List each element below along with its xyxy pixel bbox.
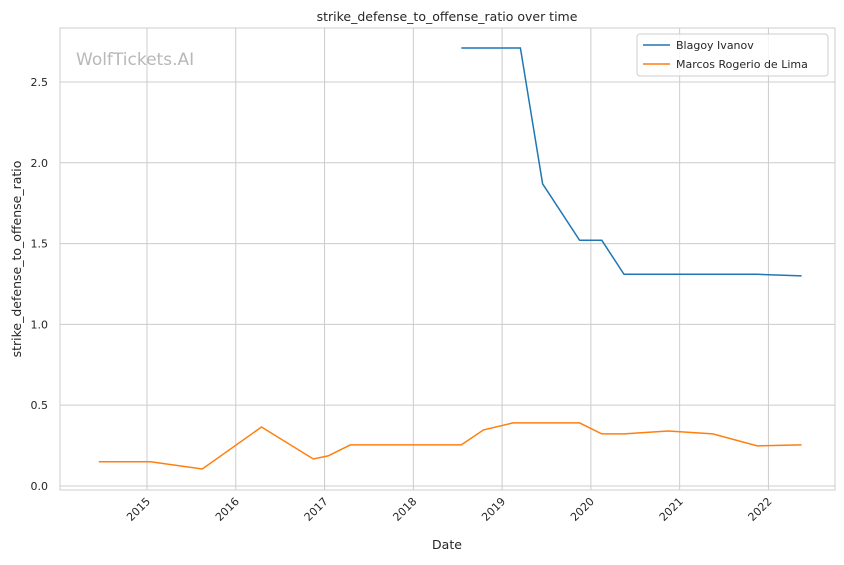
y-ticks: 0.0 0.5 1.0 1.5 2.0 2.5 <box>31 76 49 493</box>
y-tick-label: 1.0 <box>31 318 49 331</box>
y-tick-label: 2.5 <box>31 76 49 89</box>
y-tick-label: 0.0 <box>31 480 49 493</box>
x-tick-label: 2017 <box>302 495 331 524</box>
x-tick-label: 2020 <box>568 495 597 524</box>
series-line-marcos-rogerio-de-lima <box>99 423 802 469</box>
x-tick-label: 2016 <box>213 495 242 524</box>
series-lines <box>99 48 802 469</box>
y-tick-label: 0.5 <box>31 399 49 412</box>
x-tick-label: 2019 <box>479 495 508 524</box>
grid <box>60 28 835 490</box>
x-tick-label: 2015 <box>124 495 153 524</box>
x-tick-label: 2018 <box>390 495 419 524</box>
legend-label-blagoy-ivanov: Blagoy Ivanov <box>676 39 754 52</box>
x-ticks: 2015 2016 2017 2018 2019 2020 2021 2022 <box>124 495 774 524</box>
x-tick-label: 2021 <box>657 495 686 524</box>
x-axis-label: Date <box>432 537 462 552</box>
watermark: WolfTickets.AI <box>76 50 194 70</box>
y-tick-label: 2.0 <box>31 157 49 170</box>
chart-title: strike_defense_to_offense_ratio over tim… <box>317 9 578 24</box>
plot-area-border <box>60 28 835 490</box>
y-tick-label: 1.5 <box>31 238 49 251</box>
x-tick-label: 2022 <box>746 495 775 524</box>
y-axis-label: strike_defense_to_offense_ratio <box>9 161 24 358</box>
legend: Blagoy Ivanov Marcos Rogerio de Lima <box>637 34 828 76</box>
legend-label-marcos-rogerio-de-lima: Marcos Rogerio de Lima <box>676 58 808 71</box>
